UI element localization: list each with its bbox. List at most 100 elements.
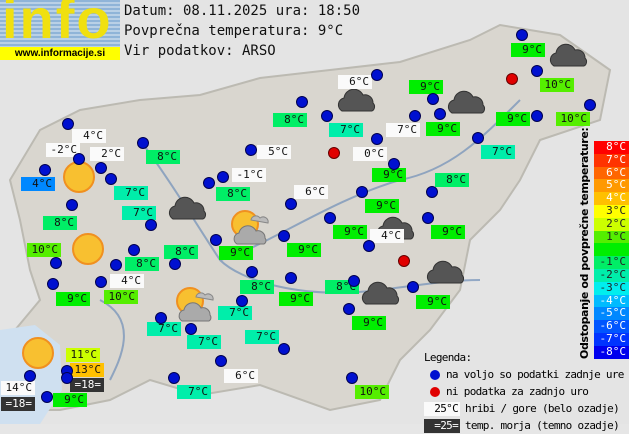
station-dot[interactable] bbox=[155, 312, 167, 324]
station-temperature[interactable]: 14°C bbox=[1, 381, 35, 395]
station-temperature[interactable]: 13°C bbox=[70, 363, 104, 377]
station-dot[interactable] bbox=[296, 96, 308, 108]
station-dot[interactable] bbox=[41, 391, 53, 403]
station-temperature[interactable]: 7°C bbox=[187, 335, 221, 349]
station-dot[interactable] bbox=[105, 173, 117, 185]
station-dot[interactable] bbox=[346, 372, 358, 384]
station-dot-nodata[interactable] bbox=[398, 255, 410, 267]
station-dot[interactable] bbox=[128, 244, 140, 256]
station-dot[interactable] bbox=[531, 65, 543, 77]
station-dot[interactable] bbox=[245, 144, 257, 156]
station-temperature[interactable]: 5°C bbox=[257, 145, 291, 159]
station-temperature[interactable]: 10°C bbox=[355, 385, 389, 399]
station-temperature[interactable]: 9°C bbox=[56, 292, 90, 306]
station-dot[interactable] bbox=[584, 99, 596, 111]
station-temperature[interactable]: 9°C bbox=[365, 199, 399, 213]
station-dot[interactable] bbox=[426, 186, 438, 198]
station-dot[interactable] bbox=[388, 158, 400, 170]
station-dot[interactable] bbox=[324, 212, 336, 224]
station-dot[interactable] bbox=[285, 198, 297, 210]
station-temperature[interactable]: 9°C bbox=[219, 246, 253, 260]
station-temperature[interactable]: -2°C bbox=[46, 143, 80, 157]
station-dot[interactable] bbox=[39, 164, 51, 176]
station-temperature[interactable]: 7°C bbox=[218, 306, 252, 320]
station-dot[interactable] bbox=[61, 372, 73, 384]
station-temperature[interactable]: 6°C bbox=[294, 185, 328, 199]
station-temperature[interactable]: 0°C bbox=[353, 147, 387, 161]
station-temperature[interactable]: 8°C bbox=[240, 280, 274, 294]
station-dot[interactable] bbox=[47, 278, 59, 290]
station-dot[interactable] bbox=[356, 186, 368, 198]
station-temperature[interactable]: 9°C bbox=[279, 292, 313, 306]
station-temperature[interactable]: 9°C bbox=[416, 295, 450, 309]
station-temperature[interactable]: 4°C bbox=[370, 229, 404, 243]
station-dot[interactable] bbox=[407, 281, 419, 293]
station-temperature[interactable]: 7°C bbox=[122, 206, 156, 220]
station-dot[interactable] bbox=[95, 276, 107, 288]
station-temperature[interactable]: 6°C bbox=[224, 369, 258, 383]
station-dot[interactable] bbox=[50, 257, 62, 269]
station-temperature[interactable]: 9°C bbox=[333, 225, 367, 239]
station-temperature[interactable]: 9°C bbox=[426, 122, 460, 136]
station-dot[interactable] bbox=[145, 219, 157, 231]
station-temperature[interactable]: 9°C bbox=[352, 316, 386, 330]
station-dot-nodata[interactable] bbox=[506, 73, 518, 85]
station-dot[interactable] bbox=[409, 110, 421, 122]
station-temperature[interactable]: 9°C bbox=[511, 43, 545, 57]
station-dot[interactable] bbox=[62, 118, 74, 130]
station-dot[interactable] bbox=[371, 133, 383, 145]
station-temperature[interactable]: =18= bbox=[70, 378, 104, 392]
station-temperature[interactable]: 9°C bbox=[287, 243, 321, 257]
station-temperature[interactable]: 8°C bbox=[146, 150, 180, 164]
station-temperature[interactable]: 9°C bbox=[53, 393, 87, 407]
station-dot[interactable] bbox=[137, 137, 149, 149]
station-dot[interactable] bbox=[95, 162, 107, 174]
station-dot[interactable] bbox=[422, 212, 434, 224]
station-temperature[interactable]: 10°C bbox=[556, 112, 590, 126]
station-dot[interactable] bbox=[203, 177, 215, 189]
station-dot[interactable] bbox=[110, 259, 122, 271]
station-dot[interactable] bbox=[215, 355, 227, 367]
station-dot[interactable] bbox=[531, 110, 543, 122]
station-dot-nodata[interactable] bbox=[328, 147, 340, 159]
station-temperature[interactable]: 7°C bbox=[481, 145, 515, 159]
station-temperature[interactable]: 8°C bbox=[164, 245, 198, 259]
station-temperature[interactable]: 10°C bbox=[540, 78, 574, 92]
station-dot[interactable] bbox=[472, 132, 484, 144]
station-dot[interactable] bbox=[73, 153, 85, 165]
station-temperature[interactable]: 10°C bbox=[104, 290, 138, 304]
station-temperature[interactable]: 7°C bbox=[177, 385, 211, 399]
station-dot[interactable] bbox=[434, 108, 446, 120]
station-temperature[interactable]: 9°C bbox=[409, 80, 443, 94]
station-dot[interactable] bbox=[217, 171, 229, 183]
station-temperature[interactable]: -1°C bbox=[232, 168, 266, 182]
station-temperature[interactable]: 4°C bbox=[110, 274, 144, 288]
station-temperature[interactable]: 4°C bbox=[21, 177, 55, 191]
station-dot[interactable] bbox=[24, 370, 36, 382]
station-dot[interactable] bbox=[278, 343, 290, 355]
station-dot[interactable] bbox=[185, 323, 197, 335]
station-dot[interactable] bbox=[66, 199, 78, 211]
station-dot[interactable] bbox=[236, 295, 248, 307]
station-temperature[interactable]: =18= bbox=[1, 397, 35, 411]
station-temperature[interactable]: 8°C bbox=[125, 257, 159, 271]
station-temperature[interactable]: 11°C bbox=[66, 348, 100, 362]
station-temperature[interactable]: 4°C bbox=[72, 129, 106, 143]
station-dot[interactable] bbox=[363, 240, 375, 252]
station-dot[interactable] bbox=[516, 29, 528, 41]
station-temperature[interactable]: 7°C bbox=[245, 330, 279, 344]
station-dot[interactable] bbox=[321, 110, 333, 122]
logo-url[interactable]: www.informacije.si bbox=[0, 47, 120, 60]
station-temperature[interactable]: 6°C bbox=[338, 75, 372, 89]
station-temperature[interactable]: 9°C bbox=[496, 112, 530, 126]
station-dot[interactable] bbox=[169, 258, 181, 270]
station-dot[interactable] bbox=[285, 272, 297, 284]
station-temperature[interactable]: 2°C bbox=[90, 147, 124, 161]
station-temperature[interactable]: 7°C bbox=[147, 322, 181, 336]
station-temperature[interactable]: 7°C bbox=[114, 186, 148, 200]
station-temperature[interactable]: 8°C bbox=[216, 187, 250, 201]
station-dot[interactable] bbox=[278, 230, 290, 242]
station-dot[interactable] bbox=[246, 266, 258, 278]
station-temperature[interactable]: 10°C bbox=[27, 243, 61, 257]
station-dot[interactable] bbox=[371, 69, 383, 81]
